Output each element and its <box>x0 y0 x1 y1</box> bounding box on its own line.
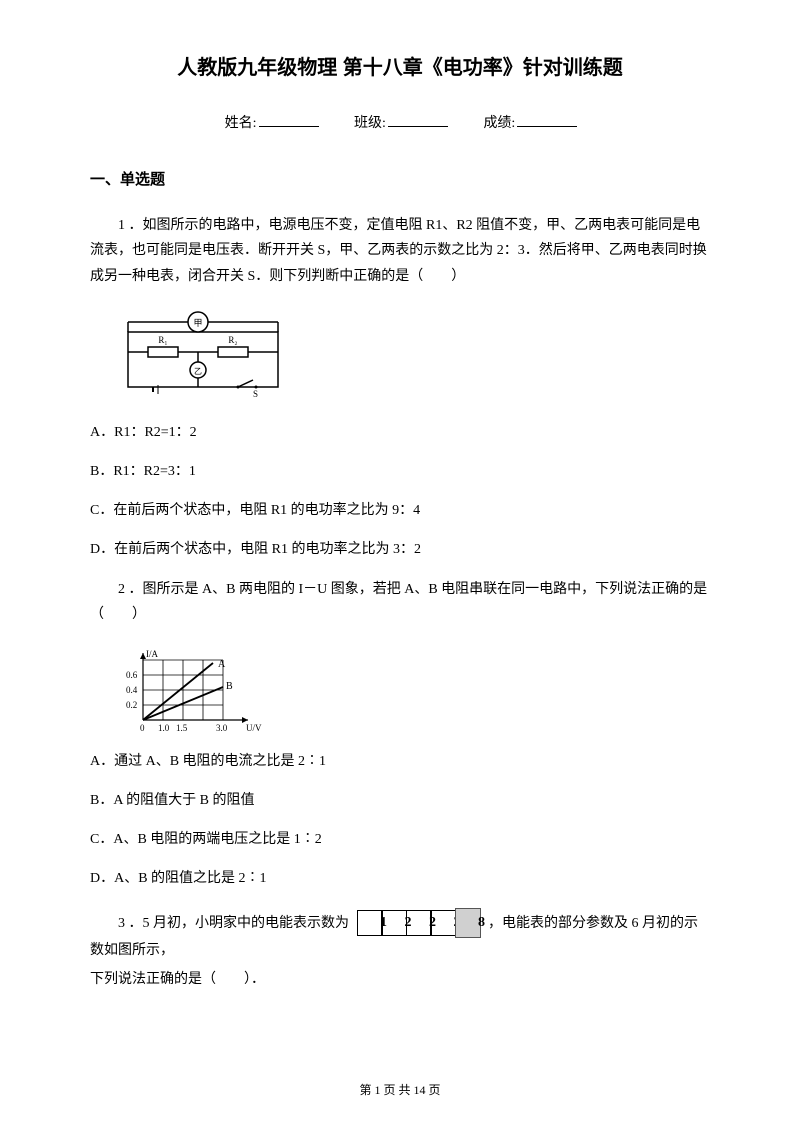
line-a-label: A <box>218 659 226 670</box>
ytick-1: 0.4 <box>126 685 138 695</box>
class-blank <box>388 113 448 127</box>
xtick-3: 3.0 <box>216 723 228 733</box>
q1-text: 1 ．如图所示的电路中，电源电压不变，定值电阻 R1、R2 阻值不变，甲、乙两电… <box>90 213 710 289</box>
ytick-0: 0.2 <box>126 700 137 710</box>
x-axis-label: U/V <box>246 723 262 733</box>
q2-option-d: D．A、B 的阻值之比是 2∶1 <box>90 866 710 891</box>
iu-graph: A B I/A U/V 0.2 0.4 0.6 0 1.0 1.5 3.0 <box>118 645 268 735</box>
q2-option-b: B．A 的阻值大于 B 的阻值 <box>90 788 710 813</box>
question-3: 3 ．5 月初，小明家中的电能表示数为 1 2 2 2 8 ，电能表的部分参数及… <box>90 910 710 992</box>
line-b-label: B <box>226 681 233 692</box>
score-blank <box>517 113 577 127</box>
q2-option-c: C．A、B 电阻的两端电压之比是 1∶2 <box>90 827 710 852</box>
meter2-label: 乙 <box>194 367 202 376</box>
meter-digit-4: 8 <box>455 908 481 938</box>
xtick-2: 1.5 <box>176 723 188 733</box>
q3-prefix: 3 ．5 月初，小明家中的电能表示数为 <box>118 916 349 931</box>
name-label: 姓名: <box>225 116 257 131</box>
ytick-2: 0.6 <box>126 670 138 680</box>
class-label: 班级: <box>354 116 386 131</box>
question-1: 1 ．如图所示的电路中，电源电压不变，定值电阻 R1、R2 阻值不变，甲、乙两电… <box>90 213 710 289</box>
name-blank <box>259 113 319 127</box>
q1-option-d: D．在前后两个状态中，电阻 R1 的电功率之比为 3：2 <box>90 537 710 562</box>
r2-label: R₂ <box>228 335 237 345</box>
q2-text: 2 ．图所示是 A、B 两电阻的 I－U 图象，若把 A、B 电阻串联在同一电路… <box>90 577 710 627</box>
meter1-label: 甲 <box>193 318 202 328</box>
q1-option-c: C．在前后两个状态中，电阻 R1 的电功率之比为 9：4 <box>90 498 710 523</box>
q2-option-a: A．通过 A、B 电阻的电流之比是 2∶1 <box>90 749 710 774</box>
page-title: 人教版九年级物理 第十八章《电功率》针对训练题 <box>90 50 710 86</box>
score-label: 成绩: <box>483 116 515 131</box>
r1-label: R₁ <box>158 335 167 345</box>
xtick-0: 0 <box>140 723 145 733</box>
page-footer: 第 1 页 共 14 页 <box>0 1080 800 1102</box>
switch-label: S <box>253 389 258 399</box>
q1-option-b: B．R1：R2=3：1 <box>90 459 710 484</box>
y-axis-label: I/A <box>146 649 158 659</box>
xtick-1: 1.0 <box>158 723 170 733</box>
question-2: 2 ．图所示是 A、B 两电阻的 I－U 图象，若把 A、B 电阻串联在同一电路… <box>90 577 710 627</box>
section-title: 一、单选题 <box>90 166 710 193</box>
circuit-diagram: R₁ R₂ 甲 乙 S <box>118 307 288 402</box>
q1-option-a: A．R1：R2=1：2 <box>90 420 710 445</box>
info-line: 姓名: 班级: 成绩: <box>90 111 710 136</box>
meter-display: 1 2 2 2 8 <box>357 910 481 938</box>
q3-line2: 下列说法正确的是（ ）． <box>90 967 710 992</box>
